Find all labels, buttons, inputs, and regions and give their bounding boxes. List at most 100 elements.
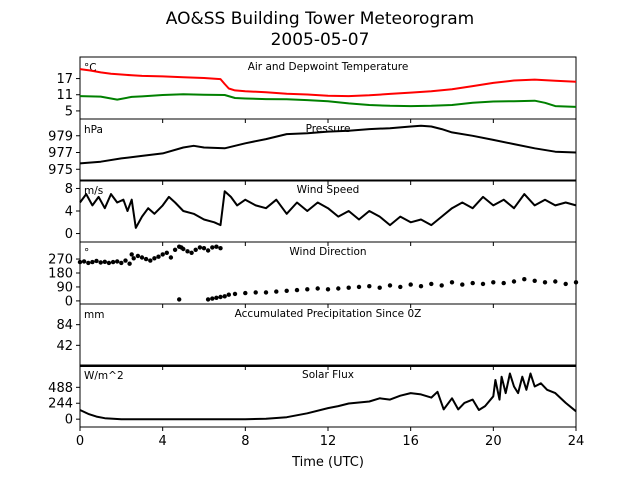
data-point (214, 295, 219, 300)
panel-unit: ° (84, 247, 89, 259)
panel-unit: hPa (84, 124, 103, 136)
panel-title: Air and Depwoint Temperature (248, 61, 409, 73)
data-point (501, 280, 506, 286)
data-point (185, 249, 190, 254)
data-point (143, 256, 149, 262)
data-point (315, 286, 320, 291)
data-point (294, 287, 300, 293)
data-point (511, 279, 517, 284)
data-point (131, 256, 136, 261)
data-point (139, 255, 145, 260)
x-tick-label: 0 (76, 434, 84, 449)
data-point (94, 258, 99, 264)
data-point (305, 287, 310, 292)
series-line-1 (79, 372, 577, 421)
y-tick-label: 977 (48, 146, 73, 161)
data-point (274, 289, 279, 294)
data-point (522, 277, 527, 282)
data-point (156, 254, 161, 259)
y-tick-label: 84 (56, 318, 73, 333)
data-point (177, 297, 182, 302)
figure-title-line2: 2005-05-07 (271, 30, 370, 50)
data-point (110, 259, 116, 265)
data-point (336, 286, 341, 291)
y-tick-label: 244 (48, 397, 73, 412)
data-point (563, 281, 568, 287)
data-point (86, 260, 91, 266)
data-point (263, 290, 269, 295)
data-point (387, 283, 393, 288)
data-point (129, 252, 134, 257)
data-point (439, 283, 444, 288)
y-tick-label: 975 (48, 163, 73, 178)
data-point (197, 245, 203, 250)
panel-title: Accumulated Precipitation Since 0Z (235, 308, 422, 320)
data-point (325, 287, 331, 292)
data-point (119, 260, 124, 266)
data-point (164, 250, 169, 255)
data-point (222, 294, 227, 299)
data-point (102, 259, 108, 264)
data-point (210, 296, 215, 301)
panel-5: 42 84 Accumulated Precipitation Since 0Z mm (56, 303, 577, 370)
data-point (408, 282, 413, 287)
series-line-1 (79, 124, 577, 165)
data-point (210, 245, 215, 250)
data-point (106, 260, 112, 266)
data-point (135, 253, 141, 259)
data-point (367, 284, 372, 289)
data-point (205, 248, 211, 253)
y-tick-label: 180 (48, 267, 73, 282)
data-point (460, 282, 465, 287)
data-point (226, 292, 231, 297)
data-point (81, 259, 87, 264)
series-line-1 (79, 68, 577, 98)
panel-unit: W/m^2 (84, 370, 124, 382)
data-point (152, 256, 157, 261)
x-axis: 0 4 8 12 16 20 24 (76, 434, 584, 449)
data-point (205, 297, 211, 302)
data-point (480, 281, 486, 287)
data-point (148, 258, 153, 263)
data-point (201, 246, 207, 251)
data-point (218, 246, 223, 251)
panel-unit: m/s (84, 185, 103, 197)
series-line-1 (79, 190, 577, 229)
data-point (189, 250, 194, 255)
data-point (356, 284, 362, 290)
y-tick-label: 488 (48, 381, 73, 396)
figure-title-line1: AO&SS Building Tower Meteorogram (166, 9, 474, 29)
data-point (193, 247, 198, 252)
x-tick-label: 16 (402, 434, 419, 449)
data-point (218, 294, 223, 300)
data-point (284, 288, 289, 293)
y-tick-label: 17 (56, 72, 73, 87)
data-point (377, 285, 382, 290)
data-point (532, 278, 537, 283)
data-point (253, 290, 258, 295)
data-point (243, 290, 248, 296)
panel-title: Wind Direction (289, 246, 366, 258)
y-tick-label: 8 (65, 182, 73, 197)
y-tick-label: 5 (65, 104, 73, 119)
y-tick-label: 42 (56, 339, 73, 354)
data-point (418, 284, 424, 289)
y-tick-label: 270 (48, 253, 73, 268)
data-point (168, 255, 174, 260)
data-point (123, 258, 128, 263)
y-tick-label: 979 (48, 129, 73, 144)
y-tick-label: 0 (65, 294, 73, 309)
panel-unit: mm (84, 309, 104, 321)
data-point (77, 259, 83, 265)
y-tick-label: 0 (65, 413, 73, 428)
data-point (214, 244, 219, 249)
data-point (429, 281, 434, 287)
data-point (127, 261, 132, 266)
y-tick-label: 90 (56, 280, 73, 295)
data-point (553, 279, 558, 284)
